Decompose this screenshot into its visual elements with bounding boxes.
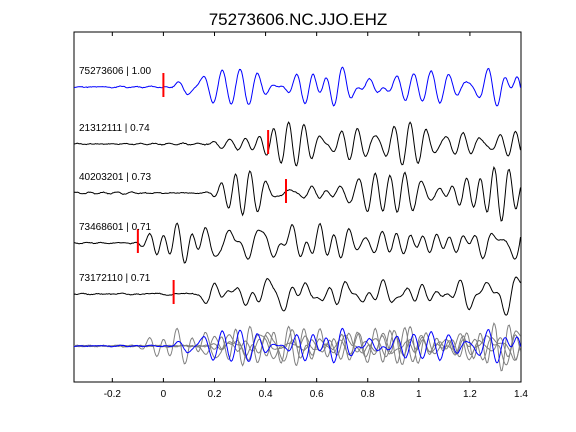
trace-waveform xyxy=(74,222,521,264)
overlay-waveform xyxy=(73,322,521,372)
trace-waveform xyxy=(73,66,521,107)
plot-frame xyxy=(73,31,522,383)
trace-label: 21312111 | 0.74 xyxy=(79,123,150,134)
x-tick-label: 0 xyxy=(161,389,167,400)
trace-group: 75273606 | 1.00 21312111 | 0.74 40203201 |… xyxy=(73,66,521,316)
trace-waveform xyxy=(73,121,521,167)
x-tick-label: 1 xyxy=(416,389,422,400)
chart-title: 75273606.NC.JJO.EHZ xyxy=(209,10,388,29)
trace-label: 75273606 | 1.00 xyxy=(79,66,152,77)
x-tick-label: 1.4 xyxy=(514,389,528,400)
trace-label: 73468601 | 0.71 xyxy=(79,222,152,233)
x-tick-label: 0.6 xyxy=(310,389,324,400)
x-tick-label: -0.2 xyxy=(104,389,122,400)
x-tick-label: 0.2 xyxy=(208,389,222,400)
trace-waveform xyxy=(73,166,521,222)
trace-waveform xyxy=(73,276,521,316)
trace-label: 73172110 | 0.71 xyxy=(79,273,151,284)
x-tick-label: 0.4 xyxy=(259,389,273,400)
x-axis: -0.2 0 0.2 0.4 0.6 0.8 1 1.2 1.4 xyxy=(104,32,528,400)
trace-label: 40203201 | 0.73 xyxy=(79,172,152,183)
overlay-reference-waveform xyxy=(73,327,521,364)
overlay-group xyxy=(73,322,521,372)
x-tick-label: 1.2 xyxy=(463,389,477,400)
x-tick-label: 0.8 xyxy=(361,389,375,400)
